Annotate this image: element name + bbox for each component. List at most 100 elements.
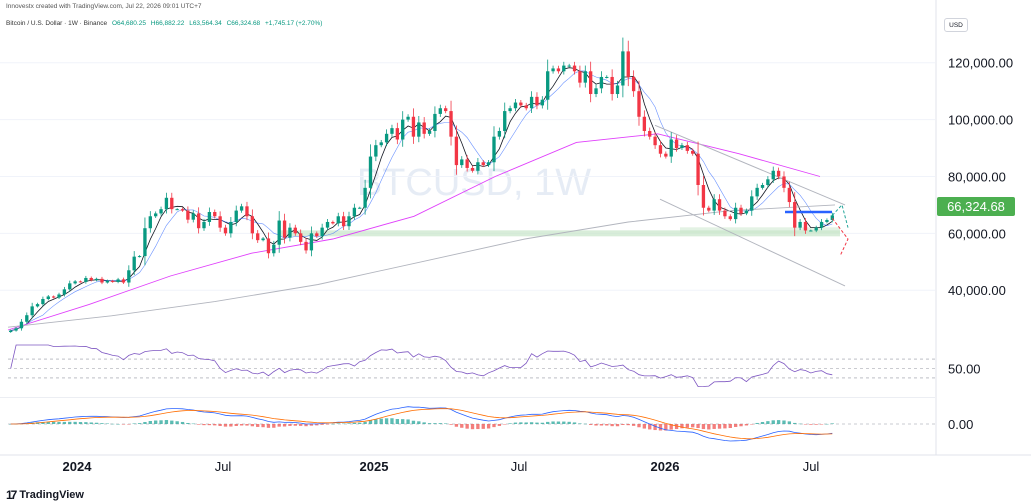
candle-body <box>438 108 442 114</box>
legend-change: +1,745.17 (+2.70%) <box>265 20 323 27</box>
candle-body <box>594 88 598 95</box>
macd-histogram-bar <box>438 423 442 424</box>
macd-histogram-bar <box>207 424 212 426</box>
macd-histogram-bar <box>648 424 652 430</box>
candle-body <box>395 128 399 140</box>
macd-histogram-bar <box>417 421 421 424</box>
candle-body <box>664 153 668 157</box>
tradingview-brand[interactable]: 17 TradingView <box>6 488 84 502</box>
candle-body <box>9 330 13 333</box>
candle-body <box>417 122 421 137</box>
candle-body <box>465 159 469 168</box>
candle-body <box>256 233 260 241</box>
pane-divider <box>0 397 935 398</box>
macd-histogram-bar <box>583 423 587 425</box>
macd-histogram-bar <box>395 419 399 424</box>
candle-body <box>460 159 464 166</box>
macd-histogram-bar <box>94 422 99 424</box>
candle-body <box>503 111 507 131</box>
macd-histogram-bar <box>809 424 813 425</box>
macd-histogram-bar <box>427 423 432 424</box>
macd-histogram-bar <box>73 421 77 424</box>
macd-histogram-bar <box>610 424 614 427</box>
ma-fast-line <box>10 67 833 331</box>
candle-body <box>245 206 249 217</box>
y-tick-label: 60,000.00 <box>948 226 1006 241</box>
macd-histogram-bar <box>250 424 255 427</box>
macd-histogram-bar <box>825 423 829 425</box>
candle-body <box>669 139 673 157</box>
candle-body <box>196 213 201 229</box>
macd-histogram-bar <box>567 421 571 424</box>
macd-histogram-bar <box>325 424 330 425</box>
brand-name: TradingView <box>19 489 84 501</box>
candle-body <box>422 122 426 134</box>
macd-histogram-bar <box>341 423 346 425</box>
macd-histogram-bar <box>411 420 416 424</box>
macd-histogram-bar <box>551 421 555 424</box>
candle-body <box>513 102 518 109</box>
macd-histogram-bar <box>256 424 260 427</box>
macd-histogram-bar <box>701 424 706 430</box>
macd-histogram-bar <box>368 420 373 424</box>
candle-body <box>111 280 115 282</box>
time-axis[interactable]: 2024 Jul 2025 Jul 2026 Jul <box>0 454 1031 474</box>
candle-body <box>588 71 593 95</box>
candle-body <box>492 136 496 163</box>
macd-histogram-bar <box>814 424 818 425</box>
candle-body <box>223 227 228 234</box>
candle-body <box>154 213 158 217</box>
macd-histogram-bar <box>755 422 759 424</box>
macd-histogram-bar <box>540 422 544 424</box>
candle-body <box>615 85 620 95</box>
macd-histogram-bar <box>175 421 179 424</box>
candle-body <box>680 145 684 149</box>
candle-body <box>384 133 389 143</box>
macd-histogram-bar <box>164 420 169 424</box>
candle-body <box>127 270 131 283</box>
macd-histogram-bar <box>605 424 609 426</box>
candle-body <box>583 71 587 83</box>
macd-histogram-bar <box>503 424 507 425</box>
candle-body <box>164 197 169 210</box>
candle-body <box>299 233 303 242</box>
currency-button[interactable]: USD <box>944 18 968 32</box>
macd-histogram-bar <box>57 421 61 424</box>
candle-body <box>379 142 383 146</box>
macd-histogram-bar <box>454 424 459 427</box>
candle-body <box>454 136 459 166</box>
candle-body <box>325 221 330 228</box>
current-price-label: 66,324.68 <box>937 197 1015 216</box>
macd-histogram-bar <box>347 423 351 424</box>
candle-body <box>470 167 475 171</box>
rsi-line <box>10 344 833 388</box>
macd-histogram-bar <box>760 421 765 424</box>
macd-histogram-bar <box>513 422 518 424</box>
candle-body <box>787 187 792 203</box>
candle-body <box>229 221 233 234</box>
macd-histogram-bar <box>229 424 233 427</box>
candle-body <box>723 210 727 217</box>
macd-histogram-bar <box>186 422 190 424</box>
candles <box>9 37 834 333</box>
candle-body <box>744 210 749 214</box>
macd-histogram-bar <box>562 421 566 424</box>
macd-histogram-bar <box>100 423 104 424</box>
macd-histogram-bar <box>793 422 797 424</box>
macd-histogram-bar <box>78 422 83 424</box>
macd-histogram-bar <box>9 424 13 425</box>
macd-histogram-bar <box>626 424 630 426</box>
price-axis[interactable]: 120,000.00 100,000.00 80,000.00 60,000.00 40… <box>935 0 1013 455</box>
macd-line <box>10 406 833 442</box>
candle-body <box>519 102 523 106</box>
candle-body <box>776 170 781 177</box>
support-zone-upper <box>680 227 840 234</box>
macd-histogram-bar <box>750 424 754 425</box>
x-tick-label: Jul <box>803 459 820 474</box>
legend-low: L63,564.34 <box>189 20 222 27</box>
candle-body <box>331 221 335 224</box>
macd-histogram-bar <box>116 423 120 425</box>
macd-histogram-bar <box>261 424 265 428</box>
candle-body <box>213 212 217 217</box>
